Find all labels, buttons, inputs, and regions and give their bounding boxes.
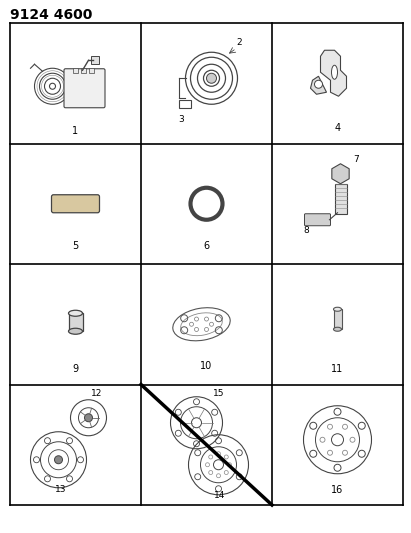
- Text: 5: 5: [72, 241, 79, 251]
- Text: 1: 1: [72, 126, 79, 136]
- Bar: [88, 68, 93, 73]
- Bar: [90, 56, 99, 64]
- Circle shape: [85, 414, 92, 422]
- Text: 6: 6: [203, 241, 210, 251]
- Ellipse shape: [69, 310, 83, 316]
- Text: 14: 14: [213, 491, 225, 500]
- Bar: [81, 68, 85, 73]
- Text: 10: 10: [201, 361, 212, 372]
- Text: 8: 8: [303, 226, 309, 235]
- Circle shape: [55, 456, 62, 464]
- Ellipse shape: [332, 65, 337, 79]
- Bar: [335, 184, 346, 214]
- Circle shape: [206, 73, 217, 83]
- Ellipse shape: [333, 307, 342, 311]
- Ellipse shape: [69, 328, 83, 334]
- Text: 12: 12: [90, 389, 102, 398]
- FancyBboxPatch shape: [64, 69, 105, 108]
- Text: 4: 4: [335, 123, 341, 133]
- Polygon shape: [332, 164, 349, 184]
- Bar: [178, 100, 191, 108]
- FancyBboxPatch shape: [51, 195, 99, 213]
- Text: 9: 9: [72, 364, 79, 374]
- Text: 9124 4600: 9124 4600: [10, 8, 92, 22]
- Text: 7: 7: [353, 155, 359, 164]
- Circle shape: [314, 80, 323, 88]
- Text: 2: 2: [236, 38, 242, 47]
- Text: 15: 15: [212, 389, 224, 398]
- Text: 16: 16: [331, 484, 344, 495]
- Ellipse shape: [333, 327, 342, 331]
- Bar: [72, 68, 78, 73]
- Polygon shape: [321, 50, 346, 96]
- FancyBboxPatch shape: [305, 214, 330, 226]
- Text: 3: 3: [178, 115, 184, 124]
- Text: 11: 11: [331, 364, 344, 374]
- Bar: [333, 309, 342, 329]
- Bar: [69, 313, 83, 331]
- Text: 13: 13: [55, 484, 66, 494]
- Polygon shape: [310, 76, 326, 94]
